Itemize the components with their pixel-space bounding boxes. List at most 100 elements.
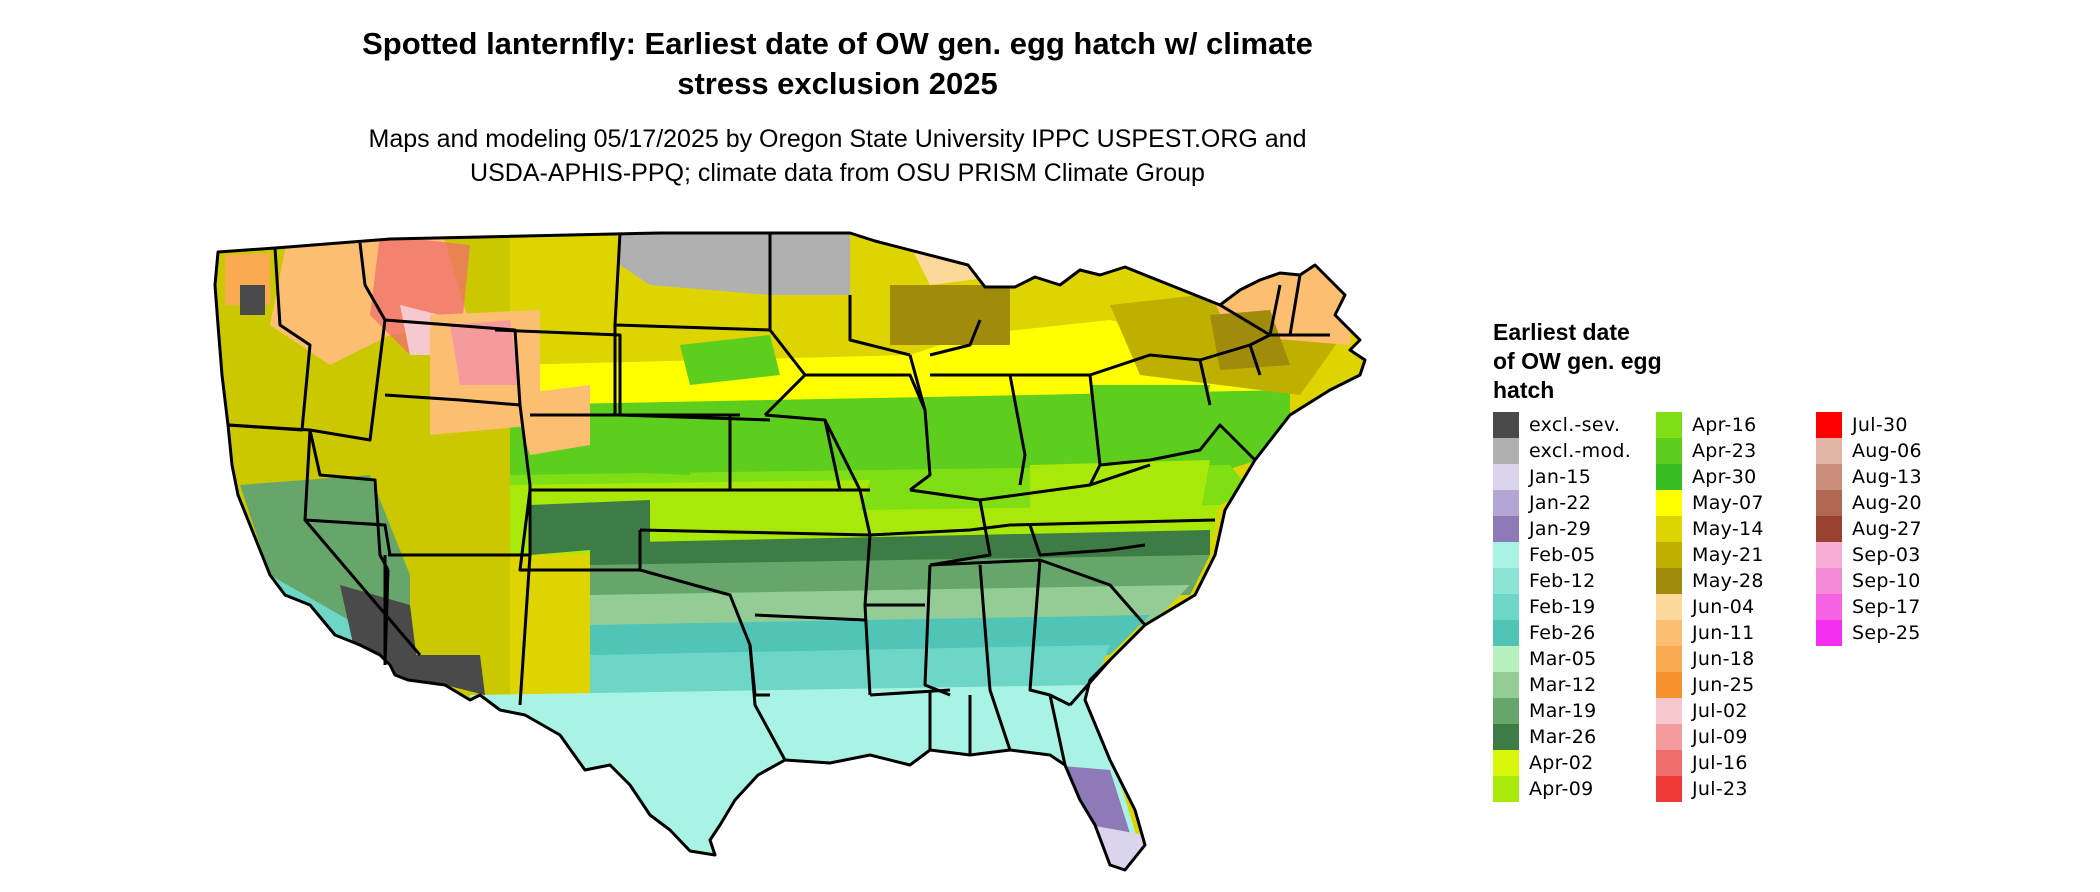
legend-label: Jul-16 [1692,752,1748,774]
legend-label: excl.-sev. [1529,414,1621,436]
legend-item: Mar-12 [1493,672,1631,698]
legend-item: Aug-06 [1816,438,1922,464]
legend-swatch [1656,438,1682,464]
legend-swatch [1493,464,1519,490]
legend-swatch [1656,568,1682,594]
legend-item: Sep-10 [1816,568,1922,594]
legend-label: Jun-25 [1692,674,1755,696]
legend-label: Mar-12 [1529,674,1597,696]
legend-label: Sep-03 [1852,544,1921,566]
legend-label: Apr-02 [1529,752,1594,774]
legend-label: Apr-09 [1529,778,1594,800]
legend-label: Mar-26 [1529,726,1597,748]
legend-label: excl.-mod. [1529,440,1632,462]
legend-swatch [1656,776,1682,802]
legend-swatch [1493,698,1519,724]
legend-label: Aug-06 [1852,440,1922,462]
legend-label: Feb-05 [1529,544,1596,566]
legend-item: Jun-04 [1656,594,1764,620]
legend-label: Sep-17 [1852,596,1921,618]
legend-column-2: Apr-16 Apr-23 Apr-30 May-07 May-14 May-21 May-… [1656,412,1764,802]
legend-item: Jul-09 [1656,724,1764,750]
legend-item: Feb-05 [1493,542,1631,568]
legend-item: Apr-16 [1656,412,1764,438]
legend-swatch [1816,594,1842,620]
legend-swatch [1656,724,1682,750]
legend-label: Feb-26 [1529,622,1596,644]
legend-item: excl.-mod. [1493,438,1631,464]
legend-item: Mar-05 [1493,646,1631,672]
legend-label: Jul-02 [1692,700,1748,722]
legend-swatch [1816,490,1842,516]
legend-label: Apr-23 [1692,440,1757,462]
legend-title: Earliest date of OW gen. egg hatch [1493,318,1733,405]
legend-item: Apr-30 [1656,464,1764,490]
legend-label: Apr-30 [1692,466,1757,488]
legend-label: Jan-22 [1529,492,1592,514]
legend-swatch [1656,620,1682,646]
legend-item: Jul-02 [1656,698,1764,724]
legend-item: Jul-30 [1816,412,1922,438]
legend-swatch [1493,594,1519,620]
map-subtitle-line-2: USDA-APHIS-PPQ; climate data from OSU PR… [470,159,1205,187]
legend-item: Aug-20 [1816,490,1922,516]
legend-item: Apr-09 [1493,776,1631,802]
legend-swatch [1493,724,1519,750]
legend-swatch [1493,620,1519,646]
map-title-line-1: Spotted lanternfly: Earliest date of OW … [362,26,1313,61]
legend-label: Jul-23 [1692,778,1748,800]
legend-swatch [1816,542,1842,568]
legend-swatch [1656,672,1682,698]
legend-item: Jul-16 [1656,750,1764,776]
legend-item: Mar-19 [1493,698,1631,724]
legend-label: Aug-20 [1852,492,1922,514]
legend-label: Aug-27 [1852,518,1922,540]
legend-swatch [1656,698,1682,724]
legend-item: Aug-13 [1816,464,1922,490]
legend-label: Feb-12 [1529,570,1596,592]
legend-item: May-21 [1656,542,1764,568]
legend-item: Aug-27 [1816,516,1922,542]
legend-item: Sep-25 [1816,620,1922,646]
legend-swatch [1493,438,1519,464]
legend-label: Jul-09 [1692,726,1748,748]
legend-label: Jun-11 [1692,622,1755,644]
legend-item: Feb-26 [1493,620,1631,646]
legend-item: Sep-03 [1816,542,1922,568]
legend-label: Sep-25 [1852,622,1921,644]
legend-title-line-1: Earliest date [1493,319,1630,345]
legend-swatch [1656,646,1682,672]
legend-label: Sep-10 [1852,570,1921,592]
legend-swatch [1493,542,1519,568]
legend-item: Jan-29 [1493,516,1631,542]
legend-swatch [1816,620,1842,646]
legend-swatch [1493,516,1519,542]
legend-item: May-28 [1656,568,1764,594]
hatch-date-raster [215,233,1365,870]
legend-label: May-14 [1692,518,1764,540]
legend-swatch [1816,516,1842,542]
legend-swatch [1656,490,1682,516]
legend-swatch [1656,750,1682,776]
map-title-line-2: stress exclusion 2025 [677,66,998,101]
legend-label: May-07 [1692,492,1764,514]
legend-item: Feb-19 [1493,594,1631,620]
legend-swatch [1656,542,1682,568]
legend-item: Apr-23 [1656,438,1764,464]
legend-column-3: Jul-30 Aug-06 Aug-13 Aug-20 Aug-27 Sep-03 Sep-… [1816,412,1922,646]
legend-label: May-21 [1692,544,1764,566]
legend-item: May-07 [1656,490,1764,516]
legend-item: Jun-18 [1656,646,1764,672]
legend-swatch [1656,464,1682,490]
legend-title-line-3: hatch [1493,377,1555,403]
legend-swatch [1493,776,1519,802]
legend-label: Apr-16 [1692,414,1757,436]
legend-label: Feb-19 [1529,596,1596,618]
legend-label: Jun-04 [1692,596,1755,618]
legend-item: Jan-22 [1493,490,1631,516]
legend-swatch [1493,568,1519,594]
legend-label: Jul-30 [1852,414,1908,436]
legend-swatch [1493,490,1519,516]
legend-swatch [1493,412,1519,438]
legend-swatch [1656,412,1682,438]
